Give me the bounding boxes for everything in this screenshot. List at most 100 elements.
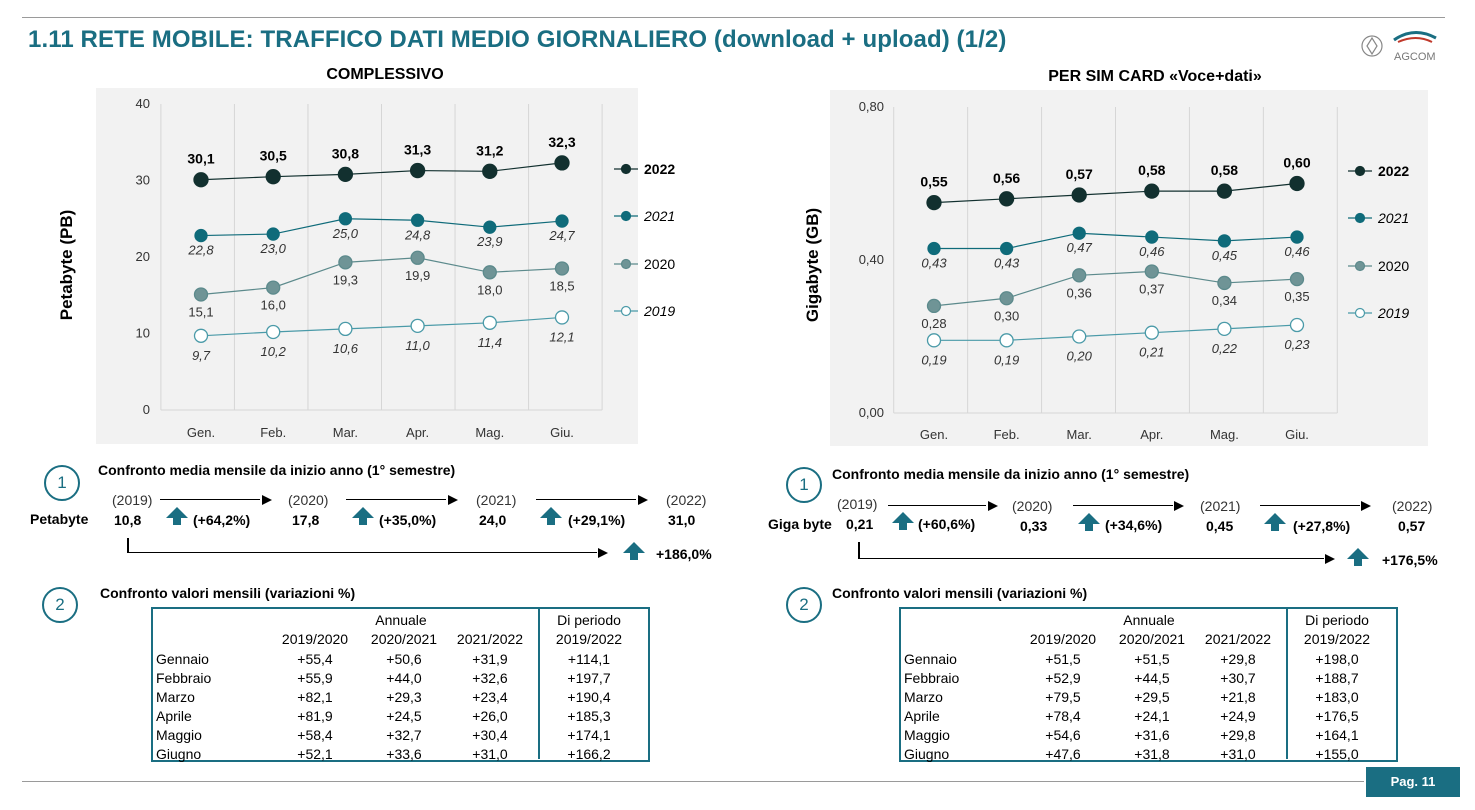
data-label-2019: 11,4: [478, 335, 502, 350]
section-1-badge-left: 1: [44, 465, 80, 501]
arrowhead-icon: [988, 501, 998, 511]
data-point-2020: [1144, 264, 1159, 279]
table-group-periodo: Di periodo: [557, 611, 621, 628]
data-label-2019: 9,7: [192, 348, 211, 363]
table-value-cell: +52,1: [297, 745, 333, 762]
data-point-2020: [410, 250, 425, 265]
legend-marker-2022: [620, 163, 632, 175]
up-arrow-icon: [1347, 548, 1369, 566]
change-3-left: (+29,1%): [568, 512, 626, 528]
data-label-2022: 32,3: [548, 134, 575, 150]
data-point-2022: [998, 191, 1015, 207]
x-tick-label: Gen.: [920, 427, 948, 442]
table-col-header: 2020/2021: [370, 631, 438, 647]
data-point-2021: [483, 220, 497, 234]
table-value-cell: +29,8: [1220, 726, 1256, 743]
page-number: Pag. 11: [1366, 767, 1460, 797]
section-2-title-left: Confronto valori mensili (variazioni %): [100, 585, 356, 601]
data-label-2020: 0,34: [1212, 293, 1237, 308]
table-value-cell: +32,7: [386, 726, 422, 743]
x-tick-label: Apr.: [1140, 427, 1163, 442]
data-label-2021: 0,46: [1139, 244, 1165, 259]
table-value-cell: +197,7: [567, 669, 611, 686]
data-label-2022: 0,58: [1211, 162, 1238, 178]
data-point-2020: [554, 261, 570, 276]
table-value-cell: +51,5: [1045, 650, 1081, 667]
data-point-2022: [554, 155, 570, 171]
chart-title-right: PER SIM CARD «Voce+dati»: [1048, 68, 1262, 85]
agcom-logo: AGCOM: [1358, 26, 1444, 66]
data-point-2019: [554, 310, 570, 325]
table-value-cell: +44,0: [386, 669, 422, 686]
data-point-2021: [266, 227, 280, 241]
value-2020-left: 17,8: [292, 512, 320, 528]
data-point-2021: [1217, 234, 1232, 248]
y-tick-label: 40: [136, 96, 150, 111]
series-line-2022: [200, 162, 563, 181]
data-point-2022: [337, 166, 354, 183]
data-point-2022: [926, 194, 942, 211]
data-label-2019: 12,1: [549, 329, 574, 344]
up-arrow-icon: [540, 507, 562, 525]
value-2022-right: 0,57: [1398, 518, 1426, 534]
legend-label-2022: 2022: [644, 161, 675, 177]
top-divider: [22, 17, 1445, 18]
data-point-2021: [1145, 230, 1159, 244]
year-2020-right: (2020): [1012, 498, 1053, 514]
up-arrow-icon: [352, 507, 374, 525]
line-chart-per-sim: 0,00 0,40 0,80 Gen. Feb. Mar. Apr. Mag. Giu. 0,19…: [859, 99, 1338, 442]
arrowhead-icon: [1174, 501, 1184, 511]
data-point-2019: [338, 321, 353, 337]
table-value-cell: +24,9: [1220, 707, 1256, 724]
data-point-2021: [999, 241, 1014, 256]
arrowhead-icon: [262, 495, 272, 505]
section-1-badge-right: 1: [786, 467, 822, 503]
data-point-2020: [1072, 268, 1087, 283]
table-month-cell: Maggio: [904, 726, 950, 743]
table-row: Giugno +52,1 +33,6 +31,0 +166,2: [155, 744, 645, 763]
arrowhead-icon: [448, 495, 458, 505]
year-2020-left: (2020): [288, 492, 329, 508]
table-value-cell: +166,2: [567, 745, 611, 762]
table-value-cell: +52,9: [1045, 669, 1081, 686]
arrow-2019-2020-right: [888, 505, 986, 506]
table-value-cell: +44,5: [1134, 669, 1170, 686]
x-tick-label: Giu.: [550, 425, 574, 440]
data-point-2021: [410, 213, 425, 227]
table-value-cell: +24,1: [1134, 707, 1170, 724]
arrowhead-icon: [1325, 554, 1335, 564]
data-point-2022: [265, 169, 281, 185]
table-value-cell: +47,6: [1045, 745, 1081, 762]
data-label-2019: 11,0: [405, 338, 430, 353]
x-tick-label: Gen.: [187, 425, 215, 440]
data-point-2019: [999, 333, 1014, 348]
table-value-cell: +198,0: [1315, 650, 1359, 667]
legend-left: 2022 2021 2020 2019: [614, 161, 675, 319]
table-col-header: 2021/2022: [1204, 631, 1272, 647]
section-2-badge-right: 2: [786, 587, 822, 623]
table-value-cell: +29,5: [1134, 688, 1170, 705]
data-point-2022: [1144, 183, 1160, 199]
change-1-right: (+60,6%): [918, 516, 976, 532]
data-point-2019: [1217, 321, 1232, 337]
data-label-2020: 19,9: [405, 268, 430, 283]
series-line-2021: [200, 218, 563, 237]
legend-marker-2022: [1354, 165, 1366, 177]
data-point-2020: [926, 298, 942, 314]
total-arrow-stem-left: [127, 538, 129, 553]
table-value-cell: +174,1: [567, 726, 611, 743]
y-tick-label: 0,40: [859, 252, 884, 267]
data-label-2022: 30,1: [187, 151, 214, 167]
table-value-cell: +78,4: [1045, 707, 1081, 724]
table-month-cell: Giugno: [156, 745, 202, 762]
data-label-2021: 0,43: [994, 256, 1020, 271]
table-row: Maggio +58,4 +32,7 +30,4 +174,1: [155, 725, 645, 744]
table-value-cell: +31,9: [472, 650, 508, 667]
data-label-2020: 0,35: [1284, 289, 1309, 304]
table-col-header: 2020/2021: [1118, 631, 1186, 647]
x-tick-label: Mar.: [1067, 427, 1092, 442]
value-2021-left: 24,0: [479, 512, 507, 528]
table-value-cell: +188,7: [1315, 669, 1359, 686]
up-arrow-icon: [1264, 513, 1286, 531]
table-value-cell: +31,8: [1134, 745, 1170, 762]
